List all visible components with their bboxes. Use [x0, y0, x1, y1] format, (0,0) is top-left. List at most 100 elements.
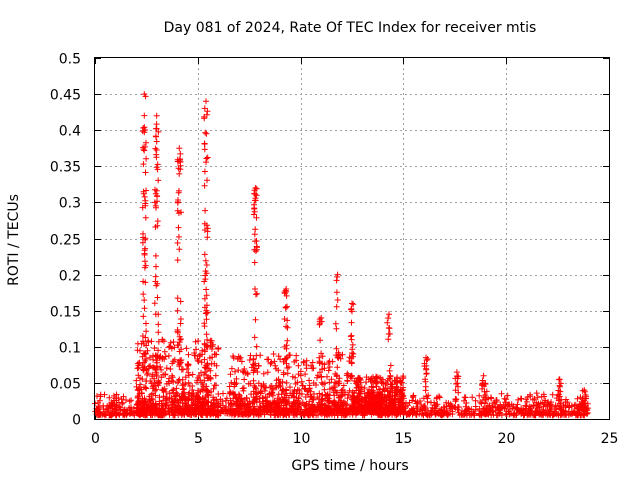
data-point: [472, 397, 479, 404]
data-point: [502, 402, 509, 408]
data-point: [126, 398, 133, 405]
data-point: [329, 411, 335, 418]
data-point: [368, 375, 375, 382]
data-point: [556, 393, 563, 400]
data-point: [436, 394, 443, 401]
data-point: [332, 320, 339, 327]
data-point: [153, 125, 160, 132]
data-point: [211, 360, 218, 367]
data-point: [249, 399, 256, 406]
data-point: [386, 396, 393, 403]
data-point: [255, 389, 262, 396]
data-point: [189, 397, 196, 404]
data-point: [141, 404, 148, 411]
data-point: [558, 411, 565, 418]
data-point: [423, 393, 430, 400]
data-point: [370, 384, 377, 391]
data-point: [228, 408, 235, 415]
data-point: [485, 395, 492, 402]
data-point: [232, 408, 239, 414]
data-point: [193, 346, 199, 353]
data-point: [210, 407, 217, 414]
data-point: [536, 411, 543, 418]
data-point: [161, 348, 168, 355]
data-point: [119, 411, 126, 418]
data-point: [115, 399, 122, 406]
data-point: [533, 402, 540, 409]
data-point: [294, 386, 301, 393]
data-point: [275, 391, 282, 398]
data-point: [523, 396, 529, 403]
data-point: [287, 352, 293, 359]
data-point: [155, 321, 162, 328]
y-tick-label: 0.25: [50, 233, 81, 249]
data-point: [273, 377, 280, 384]
data-point: [502, 399, 509, 406]
data-point: [203, 130, 210, 137]
data-point: [310, 404, 317, 411]
data-point: [313, 412, 320, 419]
data-point: [174, 342, 181, 349]
data-point: [257, 406, 264, 413]
data-point: [238, 395, 245, 402]
data-point: [141, 351, 148, 358]
data-point: [318, 404, 325, 411]
data-point: [358, 384, 365, 391]
data-point: [479, 382, 486, 389]
data-point: [104, 408, 111, 415]
data-point: [228, 401, 234, 408]
data-point: [197, 406, 204, 413]
data-point: [161, 356, 168, 363]
data-point: [203, 316, 210, 323]
data-point: [282, 386, 289, 393]
data-point: [202, 348, 208, 355]
data-point: [513, 404, 520, 411]
x-tick-label: 5: [194, 431, 203, 447]
data-point: [203, 159, 209, 166]
data-point: [181, 386, 187, 392]
data-point: [141, 193, 148, 200]
data-point: [319, 393, 326, 399]
data-point: [171, 356, 178, 363]
data-point: [182, 374, 189, 381]
data-point: [292, 374, 299, 381]
data-point: [540, 391, 547, 398]
data-point: [153, 112, 160, 119]
data-point: [557, 400, 563, 407]
data-point: [366, 386, 373, 393]
data-point: [351, 377, 358, 384]
data-point: [120, 393, 127, 400]
data-point: [141, 305, 148, 312]
data-point: [275, 353, 282, 360]
data-point: [499, 405, 506, 412]
data-point: [556, 376, 563, 383]
data-point: [544, 412, 551, 419]
data-point: [183, 345, 190, 352]
data-point: [140, 313, 147, 320]
data-point: [477, 399, 484, 406]
data-point: [142, 236, 149, 243]
data-point: [177, 320, 184, 327]
data-point: [154, 353, 161, 360]
data-point: [455, 409, 462, 416]
data-point: [327, 408, 334, 415]
data-point: [319, 353, 326, 360]
data-point: [156, 398, 163, 405]
x-tick-label: 10: [293, 431, 311, 447]
data-point: [141, 264, 148, 271]
data-point: [334, 297, 341, 303]
data-point: [174, 329, 181, 336]
data-point: [141, 112, 148, 119]
data-point: [133, 401, 140, 408]
data-point: [298, 391, 305, 397]
data-point: [181, 408, 188, 415]
data-point: [533, 390, 540, 397]
data-point: [215, 346, 222, 352]
data-point: [251, 403, 258, 410]
data-point: [113, 406, 120, 413]
data-point: [400, 384, 407, 391]
data-point: [292, 380, 299, 387]
data-point: [284, 324, 291, 331]
data-point: [333, 325, 340, 332]
data-point: [580, 400, 587, 407]
